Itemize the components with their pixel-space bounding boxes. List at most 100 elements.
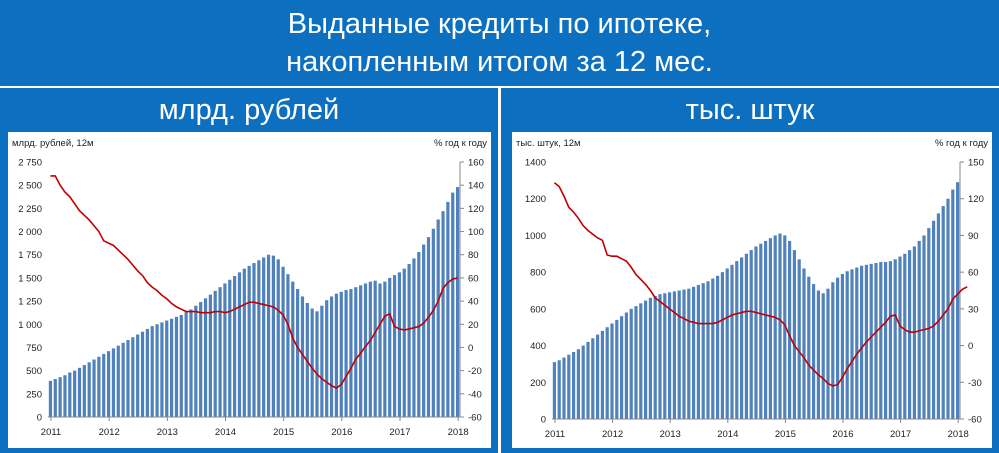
chart-rubles: млрд. рублей, 12м % год к году 0 250 500 750 1… <box>12 138 487 438</box>
bar <box>874 262 878 419</box>
bar <box>956 182 960 419</box>
y2-tick-label: 80 <box>468 250 479 261</box>
bar <box>744 253 748 419</box>
bar <box>893 259 897 419</box>
x-tick-label: 2013 <box>660 429 681 440</box>
bar <box>821 293 825 419</box>
bar <box>562 357 566 419</box>
bar <box>121 342 125 417</box>
bar <box>653 296 657 419</box>
bar <box>807 276 811 419</box>
bar <box>917 240 921 419</box>
bar <box>179 315 183 417</box>
bar <box>888 261 892 419</box>
y2-tick-label: 0 <box>968 341 973 352</box>
bar <box>572 352 576 419</box>
growth-line <box>50 175 458 389</box>
x-tick-label: 2014 <box>215 427 236 438</box>
bar <box>378 283 382 417</box>
bar <box>296 289 300 417</box>
bar <box>363 283 368 417</box>
y-tick-label: 2 750 <box>18 158 42 169</box>
bar <box>131 337 135 417</box>
y2-tick-label: -20 <box>468 366 482 377</box>
bar <box>349 289 353 417</box>
bar <box>720 272 724 419</box>
bar <box>576 349 580 419</box>
bar <box>102 353 106 417</box>
y2-tick-label: 60 <box>468 273 479 284</box>
y2-tick-label: -30 <box>968 378 982 389</box>
bar <box>68 372 72 417</box>
bar <box>663 293 667 419</box>
x-tick-label: 2013 <box>157 427 178 438</box>
bar <box>898 256 902 419</box>
bar <box>388 277 392 417</box>
bar <box>199 302 203 417</box>
bar <box>412 258 416 417</box>
y-tick-label: 250 <box>26 389 42 400</box>
y2-tick-label: 60 <box>968 268 979 279</box>
bar <box>927 228 931 419</box>
bar <box>184 312 188 417</box>
bar <box>455 187 460 417</box>
bar <box>596 334 600 419</box>
y2-tick-label: 150 <box>968 158 984 169</box>
bar <box>92 359 96 417</box>
bar <box>648 297 652 419</box>
y2-tick-label: 30 <box>968 304 979 315</box>
bar <box>831 282 835 419</box>
bar <box>730 264 734 419</box>
bar <box>658 294 662 419</box>
y2-tick-label: 40 <box>468 297 479 308</box>
bar <box>716 275 720 419</box>
bar <box>320 305 324 417</box>
bar <box>426 237 431 417</box>
bar <box>281 266 285 417</box>
bar <box>252 263 256 417</box>
bar <box>58 377 62 417</box>
bar <box>339 291 343 417</box>
bar <box>591 338 595 419</box>
bar <box>908 250 912 419</box>
bar <box>567 354 571 419</box>
subheader-units: тыс. штук <box>685 94 815 126</box>
bar <box>802 268 806 419</box>
bar <box>218 287 222 417</box>
bar <box>826 288 830 419</box>
bar <box>73 370 77 417</box>
bar <box>315 311 319 417</box>
bar <box>407 264 411 417</box>
bar <box>615 319 619 419</box>
bar <box>850 269 854 419</box>
bar <box>644 300 648 419</box>
bar <box>860 265 864 419</box>
bar <box>203 298 208 417</box>
left-axis-title: тыс. штук, 12м <box>516 138 581 149</box>
bar <box>600 330 604 419</box>
bar <box>368 281 372 417</box>
bar <box>87 362 91 417</box>
bar <box>140 331 145 417</box>
bar <box>194 305 198 417</box>
growth-line <box>553 182 968 387</box>
y2-tick-label: 120 <box>968 194 984 205</box>
bar <box>692 286 696 419</box>
bar <box>735 261 739 419</box>
bar <box>951 189 955 419</box>
x-tick-label: 2015 <box>273 427 294 438</box>
bar <box>150 326 154 417</box>
y2-tick-label: 140 <box>468 181 484 192</box>
bar <box>696 284 700 419</box>
bar <box>855 267 859 419</box>
y-tick-label: 2 000 <box>18 227 42 238</box>
bar <box>228 279 232 417</box>
bar <box>605 327 609 419</box>
y-tick-label: 200 <box>530 378 546 389</box>
bar <box>725 268 729 419</box>
y2-tick-label: 100 <box>468 227 484 238</box>
bar <box>922 235 926 419</box>
y2-tick-label: -40 <box>468 389 482 400</box>
bar <box>111 348 116 417</box>
y-tick-label: 600 <box>530 304 546 315</box>
